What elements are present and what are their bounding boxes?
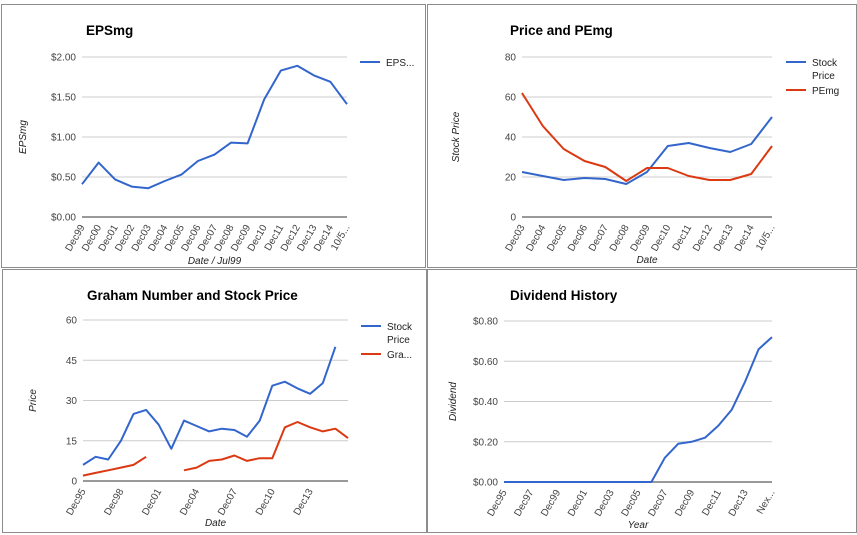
chart-title: Dividend History	[510, 288, 618, 303]
y-tick-label: 20	[505, 173, 517, 184]
x-tick-label: Dec03	[593, 488, 617, 519]
legend-label: EPS...	[386, 58, 414, 69]
y-axis-label: Price	[28, 389, 39, 412]
series-line-data	[504, 336, 773, 483]
y-tick-label: $0.20	[473, 437, 498, 448]
y-tick-label: $0.40	[473, 397, 498, 408]
price-pemg-chart-panel: Price and PEmg 0 20 40 60 80 Dec03 Dec04 Dec05 De…	[427, 4, 857, 268]
y-tick-label: 60	[66, 316, 78, 327]
y-axis-label: EPSmg	[18, 120, 29, 154]
x-tick-label: Nex...	[755, 488, 778, 516]
graham-number-chart-panel: Graham Number and Stock Price 0 15 30 45 60 De…	[2, 269, 427, 533]
y-tick-label: 0	[510, 213, 516, 224]
y-tick-label: $0.50	[51, 173, 76, 184]
chart-title: EPSmg	[86, 23, 133, 38]
chart-title: Price and PEmg	[510, 23, 613, 38]
x-tick-label: Dec10	[254, 487, 278, 518]
x-tick-label: Dec99	[539, 488, 563, 519]
x-tick-label: Dec13	[292, 487, 316, 518]
y-tick-label: $0.60	[473, 357, 498, 368]
x-tick-label: Dec01	[566, 488, 590, 519]
y-tick-label: 15	[66, 436, 78, 447]
x-tick-label: Dec07	[646, 488, 670, 519]
legend-label: Stock	[812, 58, 838, 69]
y-tick-label: $0.00	[51, 213, 76, 224]
legend-label: Stock	[387, 322, 413, 333]
x-tick-label: Dec98	[102, 487, 126, 518]
x-tick-label: Dec07	[216, 487, 240, 518]
x-tick-label: Dec05	[620, 488, 644, 519]
y-tick-label: 30	[66, 396, 78, 407]
series-line-stock-price	[82, 346, 337, 466]
y-tick-label: 45	[66, 356, 78, 367]
legend-label: Price	[812, 71, 835, 82]
x-tick-label: Dec95	[486, 488, 510, 519]
y-tick-label: 80	[505, 53, 517, 64]
x-tick-label: Dec01	[140, 487, 164, 518]
x-tick-label: Dec09	[673, 488, 697, 519]
y-axis-label: Dividend	[448, 382, 459, 421]
epsmg-chart-panel: EPSmg $0.00 $0.50 $1.00 $1.50 $2.00 Dec99 Dec00…	[1, 4, 426, 268]
dividend-history-chart-panel: Dividend History $0.00 $0.20 $0.40 $0.60 $0.8…	[427, 269, 857, 533]
y-tick-label: $0.00	[473, 478, 498, 489]
y-axis-label: Stock Price	[451, 111, 462, 162]
x-tick-label: Dec13	[727, 488, 751, 519]
x-tick-label: 10/5...	[754, 223, 777, 253]
x-axis-label: Date	[205, 518, 227, 529]
dividend-history-chart: Dividend History $0.00 $0.20 $0.40 $0.60 $0.8…	[448, 288, 778, 531]
chart-title: Graham Number and Stock Price	[87, 288, 298, 303]
legend-label: Price	[387, 335, 410, 346]
series-line-eps	[81, 64, 348, 190]
series-line-stock-price	[521, 116, 773, 185]
y-tick-label: $1.00	[51, 133, 76, 144]
series-line-gra	[183, 421, 349, 472]
price-pemg-chart: Price and PEmg020406080Dec03Dec04Dec05De…	[451, 23, 839, 266]
y-tick-label: 0	[71, 477, 77, 488]
x-tick-label: Dec11	[700, 488, 724, 518]
x-tick-label: Dec04	[178, 487, 202, 518]
epsmg-chart: EPSmg$0.00$0.50$1.00$1.50$2.00Dec99Dec00…	[18, 23, 414, 267]
x-tick-label: Dec10	[649, 223, 673, 254]
x-axis-label: Year	[628, 520, 649, 531]
y-tick-label: $0.80	[473, 317, 498, 328]
legend-label: PEmg	[812, 86, 839, 97]
legend-label: Gra...	[387, 350, 412, 361]
y-tick-label: 40	[505, 133, 517, 144]
x-tick-label: Dec97	[512, 488, 536, 519]
x-axis-label: Date / Jul99	[188, 256, 242, 267]
y-tick-label: $1.50	[51, 93, 76, 104]
x-tick-label: Dec95	[65, 487, 89, 518]
x-tick-label: Dec14	[733, 223, 757, 254]
y-tick-label: 60	[505, 93, 517, 104]
series-line-pemg	[521, 92, 773, 182]
x-axis-label: Date	[636, 255, 658, 266]
y-tick-label: $2.00	[51, 53, 76, 64]
graham-number-chart: Graham Number and Stock Price 0 15 30 45 60 De…	[28, 288, 413, 529]
series-line-gra	[82, 455, 147, 477]
